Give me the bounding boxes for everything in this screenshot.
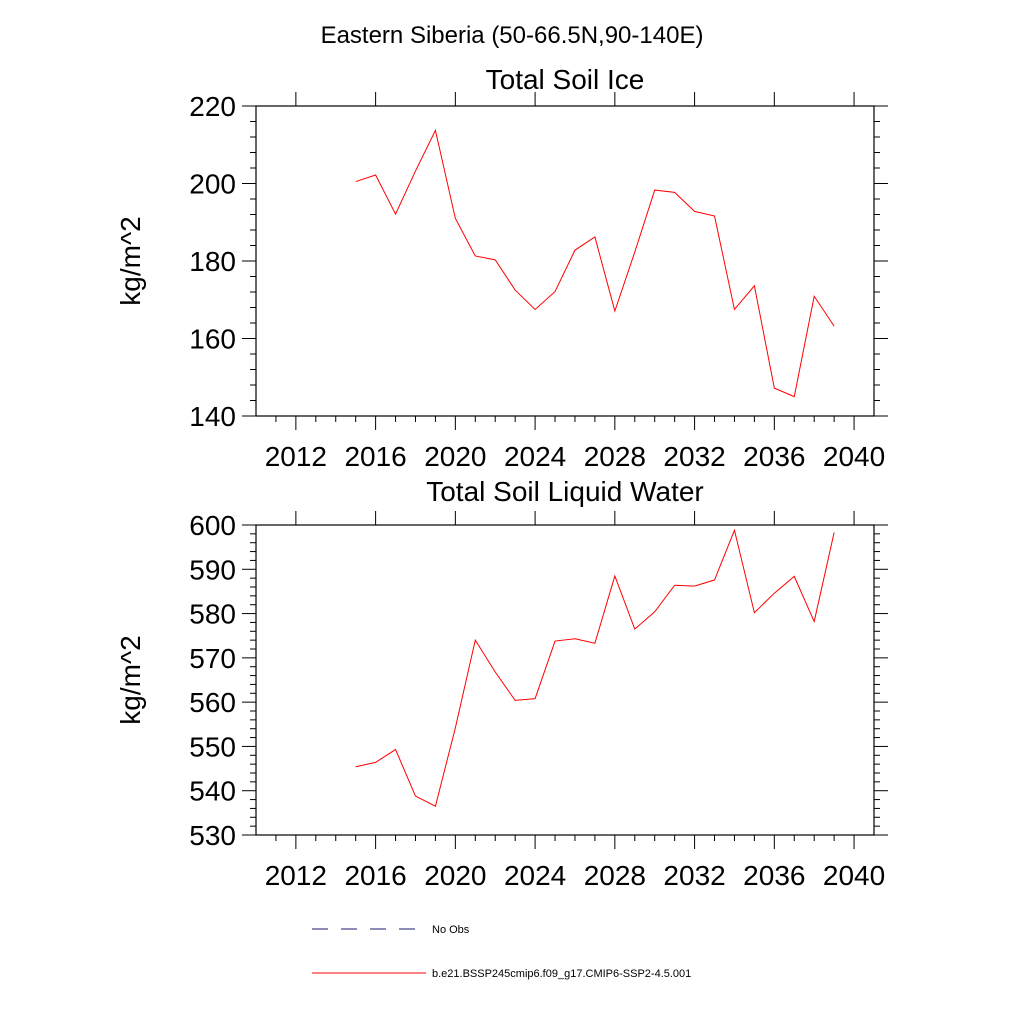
x-tick-label: 2016 (344, 441, 406, 472)
series-lines (355, 528, 835, 807)
panel-total-soil-liquid-water: Total Soil Liquid Water kg/m^2 2012 2016 2… (115, 476, 888, 891)
x-tick-label: 2024 (504, 441, 566, 472)
y-tick-label: 220 (189, 91, 236, 122)
panel-total-soil-ice: Total Soil Ice kg/m^2 2012 2016 2020 2024 20… (115, 64, 888, 472)
x-tick-label: 2036 (743, 441, 805, 472)
y-tick-label: 200 (189, 169, 236, 200)
x-tick-label: 2032 (663, 860, 725, 891)
panel-title: Total Soil Liquid Water (426, 476, 704, 507)
x-tick-label: 2040 (823, 860, 885, 891)
x-tick-label: 2036 (743, 860, 805, 891)
x-tick-label: 2032 (663, 441, 725, 472)
x-tick-label: 2016 (344, 860, 406, 891)
y-tick-label: 550 (189, 731, 236, 762)
y-tick-label: 160 (189, 324, 236, 355)
legend-label-model: b.e21.BSSP245cmip6.f09_g17.CMIP6-SSP2-4.… (432, 968, 691, 980)
plot-frame (255, 105, 875, 417)
y-tick-label: 180 (189, 246, 236, 277)
axis-ticks: 2012 2016 2020 2024 2028 2032 2036 2040 140 160 18… (189, 91, 888, 472)
x-tick-label: 2020 (424, 441, 486, 472)
x-tick-label: 2028 (584, 860, 646, 891)
legend-label-no-obs: No Obs (432, 924, 470, 936)
y-tick-label: 600 (189, 510, 236, 541)
series-line (355, 528, 835, 807)
y-tick-label: 580 (189, 599, 236, 630)
x-tick-label: 2020 (424, 860, 486, 891)
axis-ticks: 2012 2016 2020 2024 2028 2032 2036 2040 530 540 55… (189, 510, 888, 891)
y-tick-label: 540 (189, 776, 236, 807)
y-tick-label: 570 (189, 643, 236, 674)
legend: No Obs b.e21.BSSP245cmip6.f09_g17.CMIP6-… (312, 924, 691, 980)
x-tick-label: 2024 (504, 860, 566, 891)
series-line (355, 128, 835, 398)
figure-title: Eastern Siberia (50-66.5N,90-140E) (321, 22, 704, 49)
x-tick-label: 2012 (265, 860, 327, 891)
y-tick-label: 140 (189, 401, 236, 432)
series-lines (355, 128, 835, 398)
y-tick-label: 530 (189, 820, 236, 851)
x-tick-label: 2012 (265, 441, 327, 472)
x-tick-label: 2028 (584, 441, 646, 472)
y-tick-label: 590 (189, 554, 236, 585)
panel-title: Total Soil Ice (486, 64, 645, 95)
y-axis-label: kg/m^2 (115, 635, 146, 724)
plot-frame (255, 524, 875, 836)
y-axis-label: kg/m^2 (115, 216, 146, 305)
x-tick-label: 2040 (823, 441, 885, 472)
y-tick-label: 560 (189, 687, 236, 718)
